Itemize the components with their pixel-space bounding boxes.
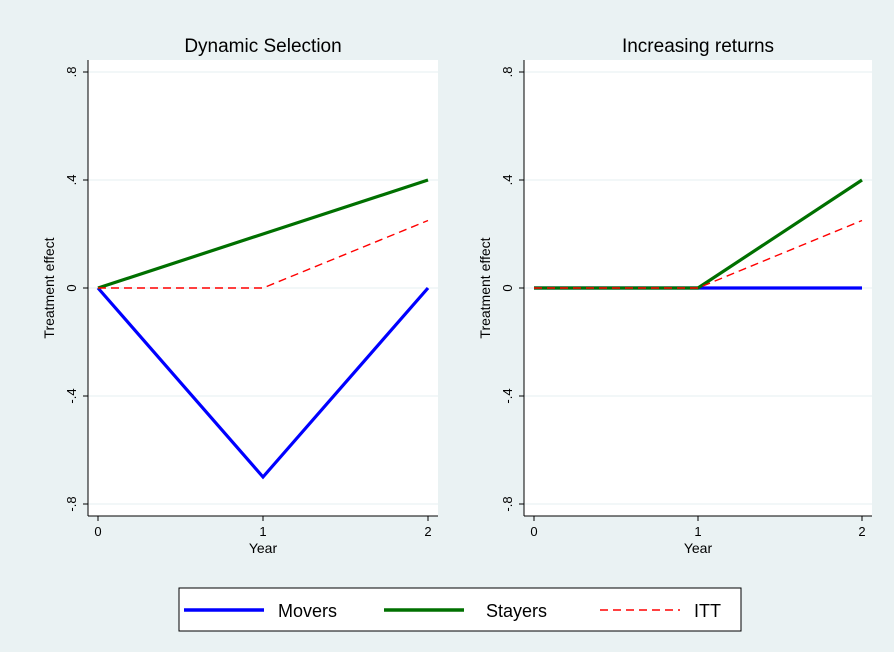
x-tick-label: 2 [424,524,431,539]
y-axis-label: Treatment effect [477,237,493,338]
x-axis-label: Year [249,540,278,556]
x-tick-label: 1 [694,524,701,539]
series-line-itt [98,219,429,289]
y-tick-label: .4 [500,175,515,186]
x-tick-label: 0 [94,524,101,539]
y-tick-label: .4 [64,175,79,186]
legend-label-itt: ITT [694,601,721,621]
x-tick-label: 1 [259,524,266,539]
y-tick-label: -.8 [500,496,515,511]
y-axis-label: Treatment effect [41,237,57,338]
panel-title: Dynamic Selection [184,36,341,57]
panel-title: Increasing returns [622,36,774,57]
chart-panel-1: -.8 -.4 0 .4 .8 0 1 2 Year Treatment effect Dynami… [41,36,438,556]
y-tick-label: .8 [64,67,79,78]
legend: Movers Stayers ITT [178,587,742,632]
y-tick-label: .8 [500,67,515,78]
y-tick-label: -.4 [500,388,515,403]
y-tick-label: -.8 [64,496,79,511]
legend-label-stayers: Stayers [486,601,547,621]
y-tick-label: -.4 [64,388,79,403]
legend-label-movers: Movers [278,601,337,621]
x-tick-label: 0 [530,524,537,539]
y-tick-label: 0 [64,284,79,291]
x-tick-label: 2 [858,524,865,539]
y-tick-label: 0 [500,284,515,291]
x-axis-label: Year [684,540,713,556]
chart-panel-2: -.8 -.4 0 .4 .8 0 1 2 Year Treatment effect Increa… [477,36,872,556]
